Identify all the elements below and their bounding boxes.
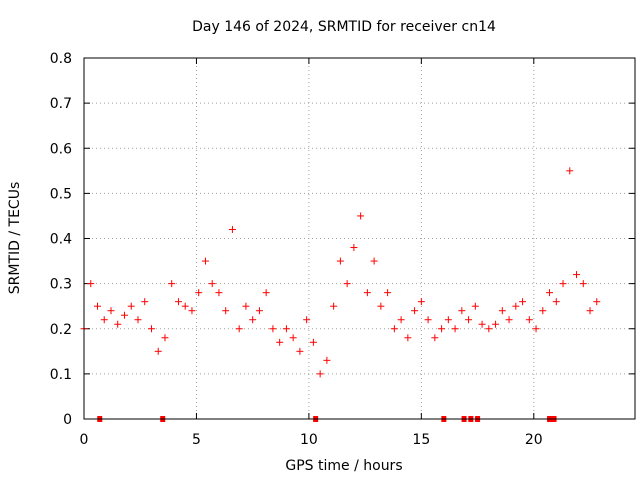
x-tick-label: 20 [525, 432, 543, 448]
data-point [262, 289, 270, 297]
data-point [390, 325, 398, 333]
data-point [249, 316, 257, 324]
data-point [424, 316, 432, 324]
grid [84, 58, 635, 419]
data-point [87, 280, 95, 288]
data-point [276, 338, 284, 346]
chart-title: Day 146 of 2024, SRMTID for receiver cn1… [192, 19, 496, 35]
data-point [552, 298, 560, 306]
x-tick-label: 15 [412, 432, 430, 448]
data-point [181, 302, 189, 310]
y-axis-label: SRMTID / TECUs [7, 182, 23, 295]
data-point [451, 325, 459, 333]
data-point [195, 289, 203, 297]
data-point [242, 302, 250, 310]
data-point [519, 298, 527, 306]
data-point [336, 257, 344, 265]
data-point [397, 316, 405, 324]
data-point [228, 225, 236, 233]
data-point [377, 302, 385, 310]
y-tick-label: 0.4 [50, 232, 72, 248]
x-tick-label: 10 [300, 432, 318, 448]
data-point [282, 325, 290, 333]
data-point [417, 298, 425, 306]
plot-frame [83, 57, 636, 420]
data-point [309, 338, 317, 346]
data-point [93, 302, 101, 310]
data-point [222, 307, 230, 315]
data-points [80, 167, 601, 378]
x-tick-label: 0 [80, 432, 89, 448]
x-axis-label: GPS time / hours [285, 458, 402, 474]
data-point [546, 289, 554, 297]
y-tick-label: 0.1 [50, 367, 72, 383]
data-point [559, 280, 567, 288]
data-point [208, 280, 216, 288]
x-axis-ticks: 0 5 10 15 20 [80, 58, 543, 448]
data-point [296, 347, 304, 355]
data-point [485, 325, 493, 333]
data-point [478, 320, 486, 328]
data-point [512, 302, 520, 310]
data-point [127, 302, 135, 310]
data-point [289, 334, 297, 342]
data-point [188, 307, 196, 315]
data-point [235, 325, 243, 333]
data-point [492, 320, 500, 328]
data-point [134, 316, 142, 324]
data-point [586, 307, 594, 315]
data-point [573, 271, 581, 279]
data-point [316, 370, 324, 378]
data-point [141, 298, 149, 306]
data-point [255, 307, 263, 315]
data-point [174, 298, 182, 306]
y-tick-label: 0.5 [50, 186, 72, 202]
data-point [357, 212, 365, 220]
data-point [363, 289, 371, 297]
x-tick-label: 5 [192, 432, 201, 448]
y-tick-label: 0 [63, 412, 72, 428]
y-tick-label: 0.8 [50, 51, 72, 67]
data-point [343, 280, 351, 288]
data-point [505, 316, 513, 324]
data-point [350, 244, 358, 252]
y-axis-ticks: 0 0.1 0.2 0.3 0.4 0.5 0.6 0.7 0.8 [50, 51, 635, 428]
data-point [593, 298, 601, 306]
data-point [431, 334, 439, 342]
data-point [579, 280, 587, 288]
data-point [303, 316, 311, 324]
y-tick-label: 0.3 [50, 277, 72, 293]
data-point [411, 307, 419, 315]
data-point [154, 347, 162, 355]
data-point [444, 316, 452, 324]
data-point [458, 307, 466, 315]
data-point [168, 280, 176, 288]
y-tick-label: 0.7 [50, 96, 72, 112]
data-point [566, 167, 574, 175]
data-point [384, 289, 392, 297]
data-point [201, 257, 209, 265]
data-point [107, 307, 115, 315]
data-point [100, 316, 108, 324]
data-point [465, 316, 473, 324]
data-point [147, 325, 155, 333]
data-point [215, 289, 223, 297]
y-tick-label: 0.2 [50, 322, 72, 338]
data-point [114, 320, 122, 328]
data-point [330, 302, 338, 310]
data-point [532, 325, 540, 333]
data-point [161, 334, 169, 342]
data-point [370, 257, 378, 265]
y-tick-label: 0.6 [50, 141, 72, 157]
data-point [471, 302, 479, 310]
data-point [525, 316, 533, 324]
data-point [323, 356, 331, 364]
data-point [404, 334, 412, 342]
data-point [269, 325, 277, 333]
data-point [539, 307, 547, 315]
data-point [498, 307, 506, 315]
data-point [438, 325, 446, 333]
data-point [120, 311, 128, 319]
